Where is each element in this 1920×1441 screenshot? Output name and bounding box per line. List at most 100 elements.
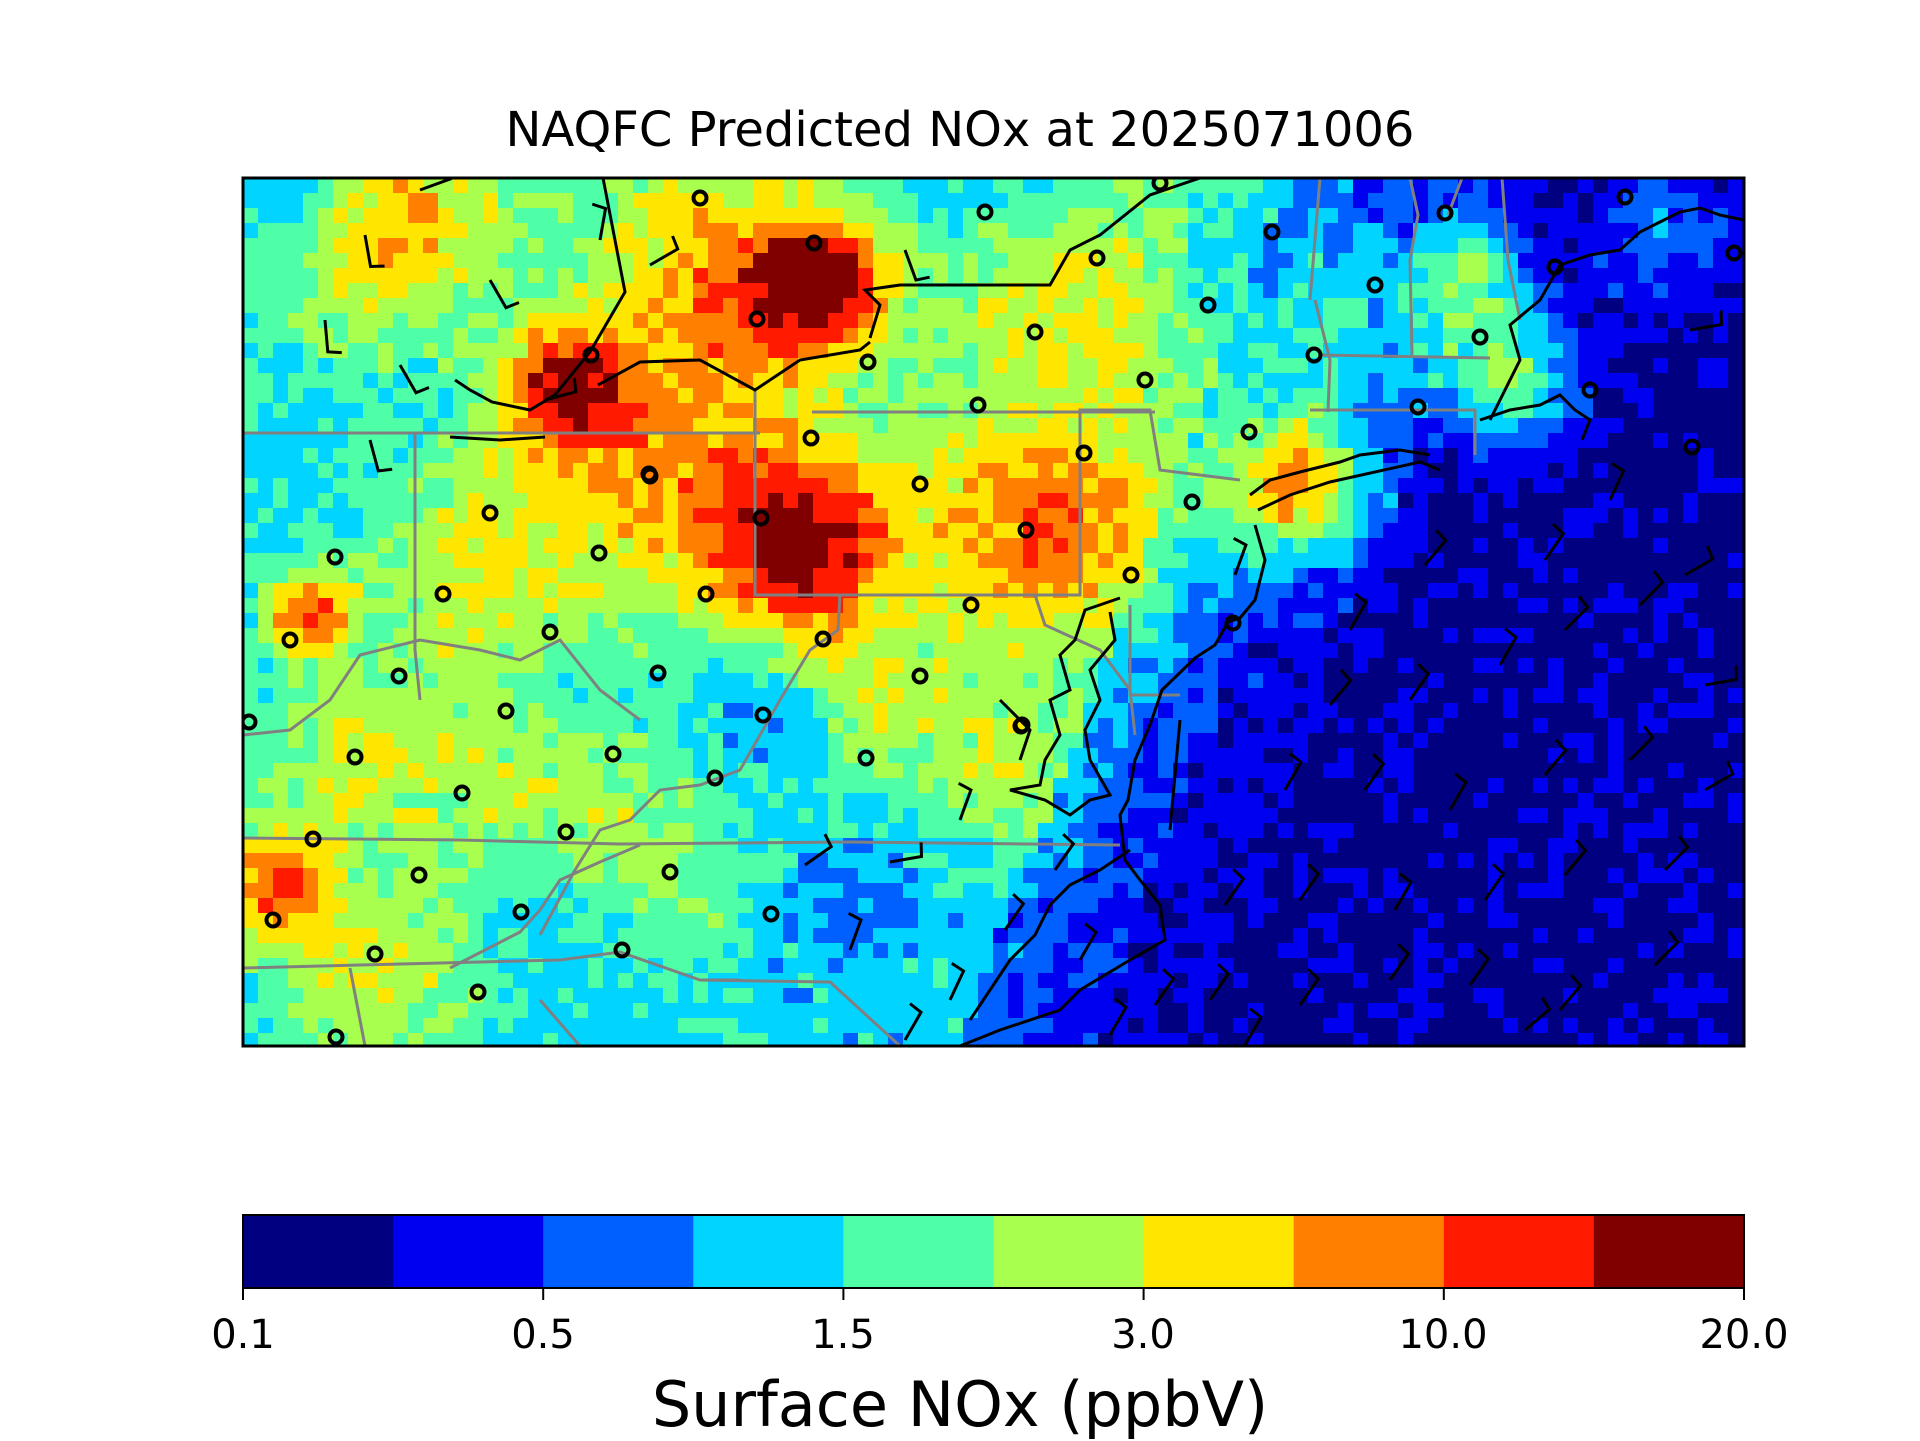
nox-grid-cell — [843, 553, 859, 569]
nox-grid-cell — [1338, 793, 1354, 809]
nox-grid-cell — [573, 553, 589, 569]
nox-grid-cell — [1308, 508, 1324, 524]
nox-grid-cell — [1548, 718, 1564, 734]
nox-grid-cell — [1383, 673, 1399, 689]
nox-grid-cell — [378, 193, 394, 209]
nox-grid-cell — [348, 703, 364, 719]
nox-grid-cell — [1338, 583, 1354, 599]
nox-grid-cell — [1353, 718, 1369, 734]
nox-grid-cell — [408, 688, 424, 704]
nox-grid-cell — [303, 463, 319, 479]
nox-grid-cell — [1218, 388, 1234, 404]
nox-grid-cell — [483, 598, 499, 614]
nox-grid-cell — [468, 853, 484, 869]
nox-grid-cell — [903, 613, 919, 629]
nox-grid-cell — [618, 658, 634, 674]
nox-grid-cell — [1038, 718, 1054, 734]
nox-grid-cell — [303, 673, 319, 689]
nox-grid-cell — [693, 763, 709, 779]
nox-grid-cell — [408, 748, 424, 764]
nox-grid-cell — [1233, 238, 1249, 254]
nox-grid-cell — [303, 283, 319, 299]
nox-grid-cell — [1323, 658, 1339, 674]
nox-grid-cell — [738, 463, 754, 479]
nox-grid-cell — [348, 373, 364, 389]
nox-grid-cell — [1383, 793, 1399, 809]
nox-grid-cell — [1593, 493, 1609, 509]
nox-grid-cell — [1653, 448, 1669, 464]
nox-grid-cell — [453, 448, 469, 464]
nox-grid-cell — [258, 403, 274, 419]
nox-grid-cell — [1233, 463, 1249, 479]
nox-grid-cell — [663, 823, 679, 839]
nox-grid-cell — [1698, 643, 1714, 659]
nox-grid-cell — [693, 418, 709, 434]
nox-grid-cell — [1053, 448, 1069, 464]
nox-grid-cell — [723, 658, 739, 674]
nox-grid-cell — [1563, 508, 1579, 524]
nox-grid-cell — [738, 253, 754, 269]
nox-grid-cell — [1068, 748, 1084, 764]
nox-grid-cell — [1623, 568, 1639, 584]
nox-grid-cell — [1518, 373, 1534, 389]
nox-grid-cell — [1158, 403, 1174, 419]
nox-grid-cell — [1578, 208, 1594, 224]
nox-grid-cell — [678, 598, 694, 614]
nox-grid-cell — [888, 598, 904, 614]
nox-grid-cell — [1518, 478, 1534, 494]
nox-grid-cell — [1593, 823, 1609, 839]
nox-grid-cell — [618, 673, 634, 689]
nox-grid-cell — [1458, 358, 1474, 374]
nox-grid-cell — [273, 448, 289, 464]
nox-grid-cell — [1533, 343, 1549, 359]
nox-grid-cell — [1383, 853, 1399, 869]
nox-grid-cell — [1593, 358, 1609, 374]
nox-grid-cell — [1083, 898, 1099, 914]
nox-grid-cell — [1068, 283, 1084, 299]
nox-grid-cell — [783, 538, 799, 554]
nox-grid-cell — [318, 448, 334, 464]
nox-grid-cell — [843, 718, 859, 734]
nox-grid-cell — [978, 688, 994, 704]
nox-grid-cell — [813, 673, 829, 689]
nox-grid-cell — [1533, 448, 1549, 464]
nox-grid-cell — [843, 538, 859, 554]
nox-grid-cell — [798, 403, 814, 419]
nox-grid-cell — [693, 328, 709, 344]
nox-grid-cell — [708, 838, 724, 854]
nox-grid-cell — [1533, 178, 1549, 194]
nox-grid-cell — [903, 448, 919, 464]
nox-grid-cell — [1053, 553, 1069, 569]
nox-grid-cell — [1128, 823, 1144, 839]
nox-grid-cell — [1563, 793, 1579, 809]
nox-grid-cell — [993, 493, 1009, 509]
nox-grid-cell — [1398, 553, 1414, 569]
nox-grid-cell — [1623, 463, 1639, 479]
nox-grid-cell — [1323, 523, 1339, 539]
nox-grid-cell — [978, 373, 994, 389]
nox-grid-cell — [1638, 703, 1654, 719]
nox-grid-cell — [963, 373, 979, 389]
nox-grid-cell — [843, 853, 859, 869]
nox-grid-cell — [618, 523, 634, 539]
nox-grid-cell — [618, 493, 634, 509]
nox-grid-cell — [1218, 403, 1234, 419]
nox-grid-cell — [1503, 778, 1519, 794]
nox-grid-cell — [1113, 703, 1129, 719]
nox-grid-cell — [888, 268, 904, 284]
nox-grid-cell — [1278, 898, 1294, 914]
nox-grid-cell — [1323, 178, 1339, 194]
nox-grid-cell — [1608, 793, 1624, 809]
nox-grid-cell — [303, 613, 319, 629]
nox-grid-cell — [393, 253, 409, 269]
nox-grid-cell — [933, 208, 949, 224]
nox-grid-cell — [528, 673, 544, 689]
nox-grid-cell — [468, 673, 484, 689]
nox-grid-cell — [1563, 343, 1579, 359]
nox-grid-cell — [393, 433, 409, 449]
nox-grid-cell — [1653, 853, 1669, 869]
nox-grid-cell — [1113, 223, 1129, 239]
nox-grid-cell — [1008, 793, 1024, 809]
nox-grid-cell — [1458, 523, 1474, 539]
nox-grid-cell — [543, 418, 559, 434]
